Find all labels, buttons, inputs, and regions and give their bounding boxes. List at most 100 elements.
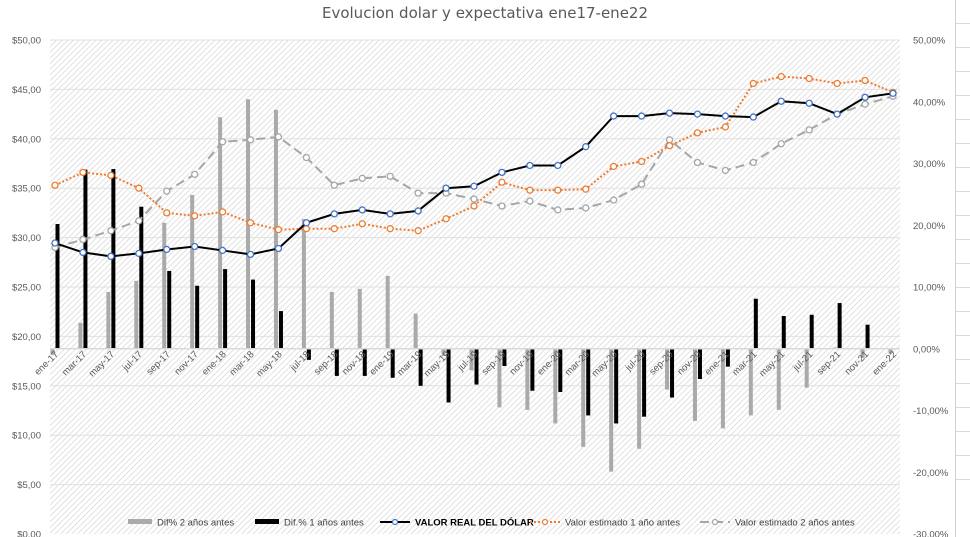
marker-line-estimado-1-ano [274,226,283,234]
bar-dif-1-ano [697,348,702,380]
bar-dif-1-ano [390,348,395,378]
marker-line-valor-real [442,184,450,192]
legend-label: Dif% 2 años antes [157,518,234,529]
marker-line-valor-real [805,99,813,107]
marker-line-estimado-1-ano [498,178,506,186]
left-tick-label: $10,00 [12,431,41,442]
marker-line-estimado-2-anos [414,189,422,197]
marker-line-estimado-2-anos [191,170,199,179]
marker-line-estimado-2-anos [246,136,255,144]
bar-dif-1-ano [586,348,591,416]
right-tick-label: 50,00% [913,36,946,47]
marker-line-estimado-1-ano [861,76,869,85]
marker-line-valor-real [246,250,255,259]
marker-line-estimado-2-anos [302,153,311,162]
marker-line-valor-real [218,246,227,255]
bar-dif-2-anos [301,219,306,349]
marker-line-estimado-1-ano [302,225,311,233]
marker-line-estimado-1-ano [51,181,59,189]
marker-line-valor-real [414,207,422,215]
left-tick-label: $15,00 [12,381,41,392]
bar-dif-1-ano [781,316,786,349]
bar-dif-1-ano [753,298,758,349]
marker-line-estimado-2-anos [386,172,394,180]
right-tick-label: -10,00% [913,406,949,417]
marker-line-estimado-2-anos [107,227,115,235]
bar-dif-1-ano [306,348,311,360]
marker-line-estimado-1-ano [107,171,115,180]
right-tick-label: 10,00% [913,283,946,294]
bar-dif-2-anos [692,348,697,421]
marker-line-estimado-2-anos [274,133,283,141]
bar-dif-2-anos [888,348,893,354]
marker-line-valor-real [470,182,478,190]
marker-line-estimado-1-ano [777,72,785,81]
bar-dif-1-ano [278,311,283,349]
marker-line-estimado-1-ano [358,220,366,228]
bar-dif-1-ano [167,270,172,349]
marker-line-estimado-1-ano [163,209,171,217]
marker-line-estimado-1-ano [721,123,730,131]
marker-line-estimado-2-anos [554,206,562,214]
left-axis: $0,00 $5,00 $10,00 $15,00 $20,00 $25,00 $30,00… [12,36,41,537]
marker-line-estimado-1-ano [582,185,590,193]
marker-line-estimado-1-ano [526,186,534,194]
marker-line-valor-real [386,210,394,218]
left-tick-label: $35,00 [12,184,41,195]
bar-dif-1-ano [614,348,619,424]
marker-line-valor-real [637,112,646,120]
right-tick-label: -30,00% [913,530,949,537]
marker-line-estimado-2-anos [693,158,702,167]
left-tick-label: $30,00 [12,233,41,244]
right-tick-label: 20,00% [913,221,946,232]
right-axis: -30,00% -20,00% -10,00% 0,00% 10,00% 20,00% 30… [913,36,949,537]
left-tick-label: $40,00 [12,134,41,145]
bar-dif-1-ano [223,269,228,349]
marker-line-valor-real [777,97,785,105]
marker-line-valor-real [833,110,841,118]
marker-line-estimado-2-anos [610,196,618,204]
marker-line-valor-real [330,210,338,218]
marker-line-valor-real [302,219,311,227]
marker-line-estimado-1-ano [218,208,227,216]
bar-dif-1-ano [251,279,256,349]
bar-dif-2-anos [665,348,670,390]
left-tick-label: $20,00 [12,332,41,343]
bar-dif-2-anos [50,348,55,355]
legend-label: VALOR REAL DEL DÓLAR [415,517,534,529]
bar-dif-1-ano [642,348,647,417]
marker-line-estimado-1-ano [79,168,87,177]
marker-line-valor-real [107,252,115,261]
legend-marker [711,518,719,526]
marker-line-estimado-1-ano [610,162,618,171]
left-tick-label: $25,00 [12,283,41,294]
marker-line-valor-real [358,206,366,214]
bar-dif-1-ano [362,348,367,376]
bar-dif-2-anos [190,194,195,349]
bar-dif-2-anos [581,348,586,447]
marker-line-estimado-2-anos [135,217,143,225]
bar-dif-2-anos [357,288,362,349]
marker-line-valor-real [191,242,199,251]
right-tick-label: 40,00% [913,97,946,108]
marker-line-estimado-1-ano [386,225,394,233]
marker-line-valor-real [665,109,674,117]
lines [51,72,897,261]
bar-dif-1-ano [474,348,479,385]
marker-line-estimado-2-anos [498,202,506,210]
legend-label: Valor estimado 1 año antes [565,518,680,529]
marker-line-valor-real [610,112,618,120]
bar-dif-2-anos [413,313,418,349]
bar-dif-1-ano [502,348,507,367]
bar-dif-1-ano [809,314,814,349]
marker-line-estimado-2-anos [582,204,590,212]
marker-line-estimado-1-ano [191,212,199,220]
left-tick-label: $5,00 [17,480,41,491]
bar-dif-2-anos [134,280,139,349]
marker-line-estimado-2-anos [637,180,646,188]
bar-dif-1-ano [195,285,200,349]
marker-line-estimado-1-ano [135,184,143,192]
marker-line-estimado-2-anos [721,166,730,175]
legend-marker [541,518,549,526]
bar-dif-2-anos [748,348,753,416]
